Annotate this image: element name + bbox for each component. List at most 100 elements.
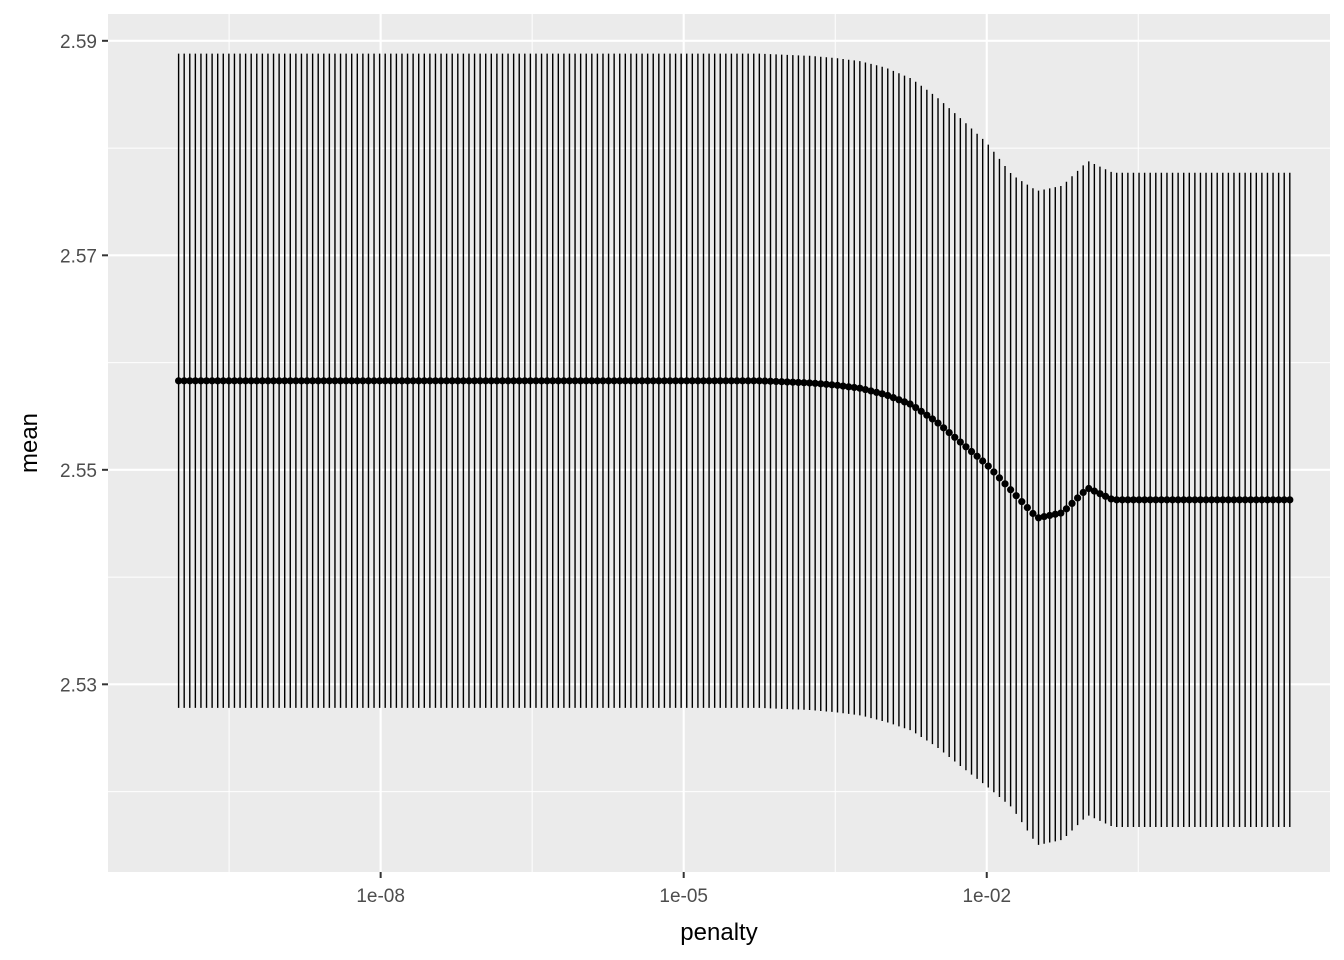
data-point [1135,496,1143,504]
data-point [191,377,199,385]
data-point [230,377,239,385]
data-point [1007,486,1015,494]
data-point [789,378,797,386]
data-point [504,377,512,385]
data-point [766,377,775,385]
data-point [180,377,188,385]
data-point [214,377,222,385]
data-point [1018,498,1026,506]
data-point [582,377,590,385]
data-point [1196,496,1205,504]
data-point [515,377,523,385]
data-point [660,377,669,385]
data-point [186,377,194,385]
plot-panel [108,14,1330,872]
data-point [253,377,261,385]
data-point [381,377,389,385]
data-point [677,377,685,385]
data-point [1113,496,1121,504]
data-point [822,380,830,388]
data-point [1001,480,1009,488]
data-point [554,377,562,385]
data-point [727,377,736,385]
data-point [699,377,708,385]
data-point [783,378,791,386]
data-point [1029,509,1037,518]
data-point [303,377,311,385]
data-point [258,377,266,385]
data-point [264,377,272,385]
data-point [1191,496,1199,504]
data-point [549,377,557,385]
data-point [398,377,406,385]
data-point [359,377,367,385]
data-point [1202,496,1210,504]
data-point [621,377,629,385]
data-point [247,377,255,385]
data-point [353,377,361,385]
data-point [454,377,462,385]
y-tick-label: 2.59 [60,32,97,53]
data-point [465,377,473,385]
data-point [923,411,931,419]
data-point [1118,496,1126,504]
data-point [649,377,657,385]
data-point [744,377,752,385]
data-point [956,438,964,446]
data-point [990,468,998,476]
data-point [197,377,205,385]
data-point [666,377,674,385]
data-point [716,377,724,385]
data-point [1124,496,1132,504]
data-point [1241,496,1249,504]
data-point [867,387,875,395]
data-point [755,377,763,385]
data-point [1213,496,1221,504]
data-point [1068,499,1076,507]
data-point [403,377,412,385]
data-point [722,377,730,385]
data-point [627,377,635,385]
data-point [387,377,395,385]
data-point [482,377,490,385]
data-point [604,377,613,385]
data-point [443,377,451,385]
data-point [1152,496,1160,504]
data-point [962,443,970,451]
x-axis: 1e-08 1e-05 1e-02 [356,872,1011,907]
data-point [1163,496,1171,504]
data-point [817,380,825,388]
data-point [1040,513,1048,521]
data-point [588,377,596,385]
data-point [1023,503,1031,512]
data-point [242,377,250,385]
data-point [889,394,897,402]
data-point [638,377,646,385]
data-point [1051,510,1059,518]
data-point [1247,496,1255,504]
data-point [1252,496,1260,504]
data-point [314,377,322,385]
data-point [437,377,445,385]
data-point [711,377,719,385]
data-point [1062,505,1071,513]
data-point [1280,496,1288,504]
data-point [510,377,518,385]
data-point [861,385,870,394]
data-point [292,377,300,385]
y-tick-label: 2.55 [60,461,97,482]
data-point [219,377,227,385]
y-tick-label: 2.53 [60,675,97,696]
data-point [498,377,507,385]
data-point [1141,496,1149,504]
data-point [845,383,853,391]
data-point [560,377,568,385]
data-point [1208,496,1216,504]
data-point [1034,514,1043,522]
data-point [850,383,858,392]
data-point [912,403,920,412]
data-point [202,377,211,385]
data-point [236,377,244,385]
data-point [805,379,814,387]
